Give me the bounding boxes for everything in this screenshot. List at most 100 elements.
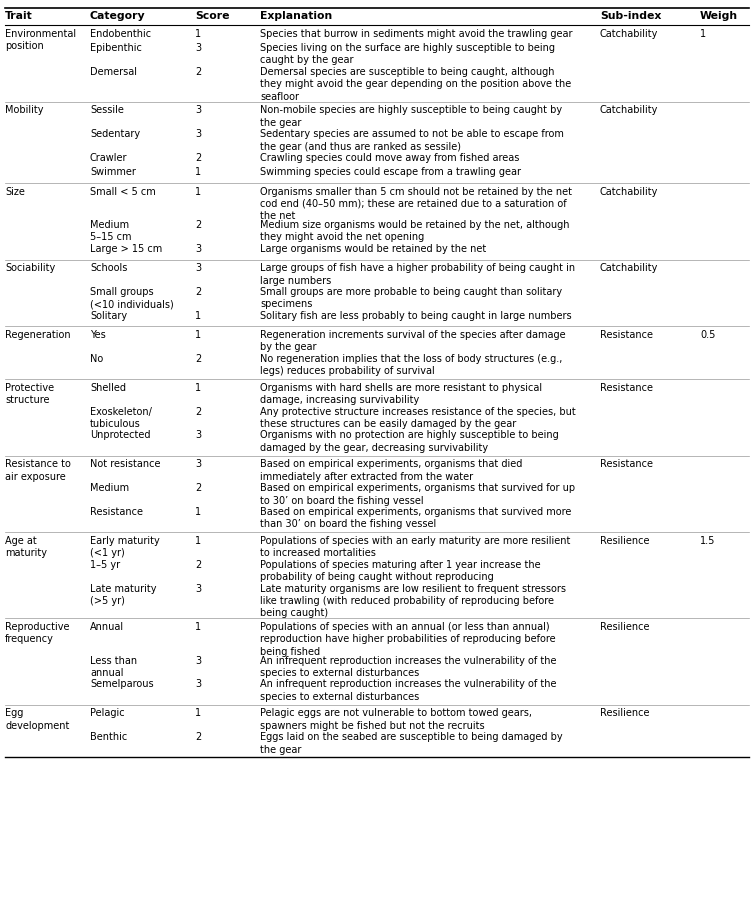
Text: 3: 3	[195, 106, 201, 116]
Text: 2: 2	[195, 483, 201, 493]
Text: 2: 2	[195, 287, 201, 297]
Text: Based on empirical experiments, organisms that died
immediately after extracted : Based on empirical experiments, organism…	[260, 459, 523, 482]
Text: Resilience: Resilience	[600, 622, 649, 632]
Text: Crawler: Crawler	[90, 153, 127, 163]
Text: Pelagic: Pelagic	[90, 708, 124, 718]
Text: Age at
maturity: Age at maturity	[5, 536, 47, 558]
Text: Populations of species maturing after 1 year increase the
probability of being c: Populations of species maturing after 1 …	[260, 559, 541, 582]
Text: Protective
structure: Protective structure	[5, 383, 54, 405]
Text: 1–5 yr: 1–5 yr	[90, 559, 120, 569]
Text: Epibenthic: Epibenthic	[90, 43, 142, 53]
Text: No regeneration implies that the loss of body structures (e.g.,
legs) reduces pr: No regeneration implies that the loss of…	[260, 353, 562, 376]
Text: Benthic: Benthic	[90, 732, 127, 742]
Text: 1: 1	[195, 311, 201, 321]
Text: An infrequent reproduction increases the vulnerability of the
species to externa: An infrequent reproduction increases the…	[260, 656, 556, 678]
Text: 3: 3	[195, 129, 201, 139]
Text: 2: 2	[195, 353, 201, 363]
Text: Demersal species are susceptible to being caught, although
they might avoid the : Demersal species are susceptible to bein…	[260, 67, 572, 102]
Text: Catchability: Catchability	[600, 187, 658, 197]
Text: Swimming species could escape from a trawling gear: Swimming species could escape from a tra…	[260, 168, 521, 178]
Text: Pelagic eggs are not vulnerable to bottom towed gears,
spawners might be fished : Pelagic eggs are not vulnerable to botto…	[260, 708, 532, 731]
Text: 1: 1	[195, 168, 201, 178]
Text: Resistance: Resistance	[90, 507, 143, 517]
Text: Species living on the surface are highly susceptible to being
caught by the gear: Species living on the surface are highly…	[260, 43, 555, 66]
Text: Organisms smaller than 5 cm should not be retained by the net
cod end (40–50 mm): Organisms smaller than 5 cm should not b…	[260, 187, 572, 221]
Text: 1: 1	[195, 29, 201, 39]
Text: Regeneration: Regeneration	[5, 330, 71, 340]
Text: Resilience: Resilience	[600, 536, 649, 546]
Text: No: No	[90, 353, 103, 363]
Text: 3: 3	[195, 430, 201, 440]
Text: Resistance: Resistance	[600, 330, 653, 340]
Text: 2: 2	[195, 732, 201, 742]
Text: Shelled: Shelled	[90, 383, 126, 393]
Text: Eggs laid on the seabed are susceptible to being damaged by
the gear: Eggs laid on the seabed are susceptible …	[260, 732, 562, 754]
Text: Sub-index: Sub-index	[600, 11, 661, 21]
Text: 1: 1	[195, 622, 201, 632]
Text: Non-mobile species are highly susceptible to being caught by
the gear: Non-mobile species are highly susceptibl…	[260, 106, 562, 128]
Text: Early maturity
(<1 yr): Early maturity (<1 yr)	[90, 536, 160, 558]
Text: Sedentary species are assumed to not be able to escape from
the gear (and thus a: Sedentary species are assumed to not be …	[260, 129, 564, 152]
Text: Any protective structure increases resistance of the species, but
these structur: Any protective structure increases resis…	[260, 406, 576, 429]
Text: 3: 3	[195, 584, 201, 593]
Text: 1.5: 1.5	[700, 536, 716, 546]
Text: Large groups of fish have a higher probability of being caught in
large numbers: Large groups of fish have a higher proba…	[260, 263, 575, 285]
Text: Late maturity organisms are low resilient to frequent stressors
like trawling (w: Late maturity organisms are low resilien…	[260, 584, 566, 619]
Text: An infrequent reproduction increases the vulnerability of the
species to externa: An infrequent reproduction increases the…	[260, 680, 556, 701]
Text: Catchability: Catchability	[600, 106, 658, 116]
Text: Large > 15 cm: Large > 15 cm	[90, 244, 162, 254]
Text: Semelparous: Semelparous	[90, 680, 154, 690]
Text: 3: 3	[195, 244, 201, 254]
Text: 0.5: 0.5	[700, 330, 716, 340]
Text: Medium size organisms would be retained by the net, although
they might avoid th: Medium size organisms would be retained …	[260, 220, 569, 242]
Text: Egg
development: Egg development	[5, 708, 69, 731]
Text: Small groups
(<10 individuals): Small groups (<10 individuals)	[90, 287, 173, 310]
Text: Late maturity
(>5 yr): Late maturity (>5 yr)	[90, 584, 157, 606]
Text: Yes: Yes	[90, 330, 106, 340]
Text: 1: 1	[195, 187, 201, 197]
Text: Sedentary: Sedentary	[90, 129, 140, 139]
Text: Solitary fish are less probably to being caught in large numbers: Solitary fish are less probably to being…	[260, 311, 572, 321]
Text: Reproductive
frequency: Reproductive frequency	[5, 622, 69, 644]
Text: Resistance: Resistance	[600, 459, 653, 469]
Text: Sessile: Sessile	[90, 106, 124, 116]
Text: Solitary: Solitary	[90, 311, 127, 321]
Text: 3: 3	[195, 43, 201, 53]
Text: Mobility: Mobility	[5, 106, 44, 116]
Text: Based on empirical experiments, organisms that survived more
than 30’ on board t: Based on empirical experiments, organism…	[260, 507, 572, 529]
Text: 2: 2	[195, 406, 201, 416]
Text: Schools: Schools	[90, 263, 127, 273]
Text: Explanation: Explanation	[260, 11, 333, 21]
Text: Not resistance: Not resistance	[90, 459, 161, 469]
Text: Populations of species with an annual (or less than annual)
reproduction have hi: Populations of species with an annual (o…	[260, 622, 556, 657]
Text: 1: 1	[700, 29, 706, 39]
Text: Unprotected: Unprotected	[90, 430, 151, 440]
Text: Large organisms would be retained by the net: Large organisms would be retained by the…	[260, 244, 486, 254]
Text: Score: Score	[195, 11, 229, 21]
Text: Species that burrow in sediments might avoid the trawling gear: Species that burrow in sediments might a…	[260, 29, 572, 39]
Text: Environmental
position: Environmental position	[5, 29, 76, 51]
Text: Medium
5–15 cm: Medium 5–15 cm	[90, 220, 131, 242]
Text: Less than
annual: Less than annual	[90, 656, 137, 678]
Text: Size: Size	[5, 187, 25, 197]
Text: 2: 2	[195, 220, 201, 230]
Text: Organisms with hard shells are more resistant to physical
damage, increasing sur: Organisms with hard shells are more resi…	[260, 383, 542, 405]
Text: Sociability: Sociability	[5, 263, 55, 273]
Text: Resistance to
air exposure: Resistance to air exposure	[5, 459, 71, 482]
Text: 3: 3	[195, 459, 201, 469]
Text: Small groups are more probable to being caught than solitary
specimens: Small groups are more probable to being …	[260, 287, 562, 310]
Text: Based on empirical experiments, organisms that survived for up
to 30’ on board t: Based on empirical experiments, organism…	[260, 483, 575, 506]
Text: Resilience: Resilience	[600, 708, 649, 718]
Text: Crawling species could move away from fished areas: Crawling species could move away from fi…	[260, 153, 520, 163]
Text: Regeneration increments survival of the species after damage
by the gear: Regeneration increments survival of the …	[260, 330, 566, 353]
Text: 1: 1	[195, 708, 201, 718]
Text: Populations of species with an early maturity are more resilient
to increased mo: Populations of species with an early mat…	[260, 536, 570, 558]
Text: 3: 3	[195, 680, 201, 690]
Text: 3: 3	[195, 263, 201, 273]
Text: 2: 2	[195, 559, 201, 569]
Text: 1: 1	[195, 330, 201, 340]
Text: Annual: Annual	[90, 622, 124, 632]
Text: Exoskeleton/
tubiculous: Exoskeleton/ tubiculous	[90, 406, 152, 429]
Text: Swimmer: Swimmer	[90, 168, 136, 178]
Text: Demersal: Demersal	[90, 67, 137, 77]
